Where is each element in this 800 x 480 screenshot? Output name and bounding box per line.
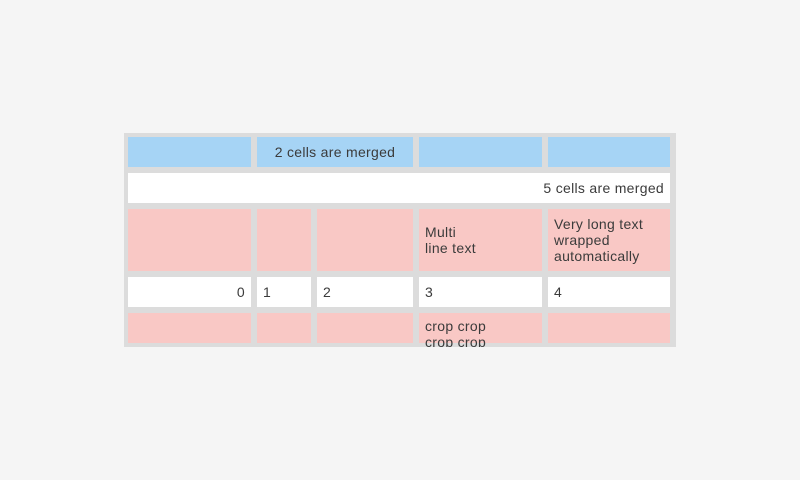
table-cell-text: crop crop crop crop xyxy=(425,318,487,347)
table: 2 cells are merged 5 cells are merged Mult… xyxy=(128,137,672,347)
table-cell-r3c1[interactable]: 1 xyxy=(257,277,311,307)
table-cell-r4c3[interactable]: crop crop crop crop xyxy=(419,313,542,347)
table-cell-r4c2[interactable] xyxy=(317,313,413,343)
table-cell-r2c2[interactable] xyxy=(317,209,413,271)
table-widget: 2 cells are merged 5 cells are merged Mult… xyxy=(124,133,676,347)
table-cell-text: 3 xyxy=(425,284,434,300)
table-cell-r3c0[interactable]: 0 xyxy=(128,277,251,307)
table-cell-text: 1 xyxy=(263,284,272,300)
table-cell-r2c4[interactable]: Very long text wrapped automatically xyxy=(548,209,670,271)
table-cell-text: 5 cells are merged xyxy=(543,180,664,196)
table-cell-r0c3[interactable] xyxy=(548,137,670,167)
table-cell-r2c0[interactable] xyxy=(128,209,251,271)
table-cell-r2c1[interactable] xyxy=(257,209,311,271)
table-cell-r2c3[interactable]: Multi line text xyxy=(419,209,542,271)
table-cell-text: 2 cells are merged xyxy=(274,144,396,160)
table-cell-text: 2 xyxy=(323,284,332,300)
table-cell-text: 0 xyxy=(236,284,245,300)
table-cell-r0c2[interactable] xyxy=(419,137,542,167)
table-cell-r3c4[interactable]: 4 xyxy=(548,277,670,307)
table-cell-r3c2[interactable]: 2 xyxy=(317,277,413,307)
table-cell-r1c0[interactable]: 5 cells are merged xyxy=(128,173,670,203)
table-cell-r4c0[interactable] xyxy=(128,313,251,343)
table-cell-text: Very long text wrapped automatically xyxy=(554,216,644,264)
table-cell-text: 4 xyxy=(554,284,563,300)
table-cell-r4c4[interactable] xyxy=(548,313,670,343)
table-cell-r4c1[interactable] xyxy=(257,313,311,343)
table-cell-r0c1[interactable]: 2 cells are merged xyxy=(257,137,413,167)
table-cell-text: Multi line text xyxy=(425,224,476,256)
table-cell-r3c3[interactable]: 3 xyxy=(419,277,542,307)
table-cell-r0c0[interactable] xyxy=(128,137,251,167)
